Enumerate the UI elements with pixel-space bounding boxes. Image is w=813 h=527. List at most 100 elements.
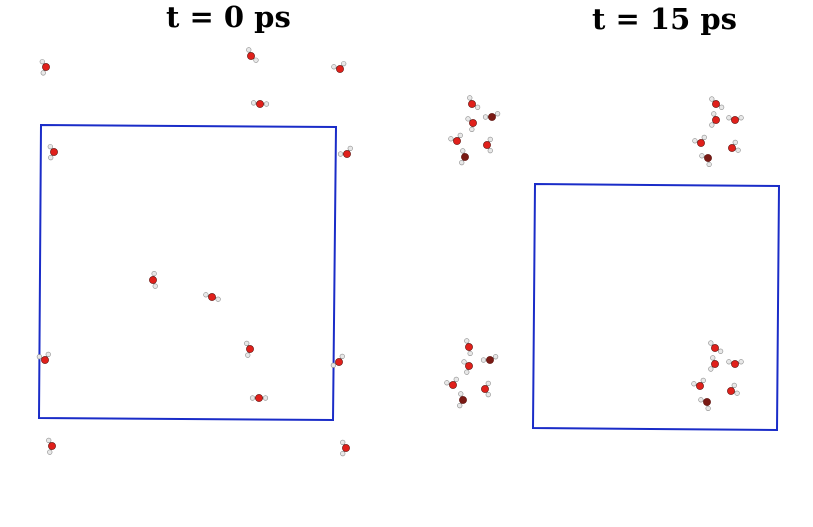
oxygen-atom (342, 444, 350, 452)
hydrogen-atom (215, 296, 221, 302)
oxygen-atom (696, 382, 704, 390)
hydrogen-atom (47, 449, 53, 455)
water-molecule (709, 111, 720, 128)
oxygen-atom (486, 356, 494, 364)
water-molecule (444, 376, 459, 389)
oxygen-atom (711, 360, 719, 368)
oxygen-atom (449, 381, 457, 389)
oxygen-atom (208, 293, 216, 301)
oxygen-atom (336, 65, 344, 73)
water-molecule (482, 111, 501, 121)
hydrogen-atom (700, 377, 706, 383)
water-molecule (331, 61, 347, 73)
hydrogen-atom (710, 355, 716, 361)
oxygen-atom (247, 52, 255, 60)
hydrogen-atom (39, 59, 45, 65)
hydrogen-atom (708, 366, 714, 372)
hydrogen-atom (253, 57, 259, 63)
water-molecule (461, 359, 473, 375)
hydrogen-atom (339, 353, 345, 359)
oxygen-atom (481, 385, 489, 393)
water-molecule (467, 95, 481, 110)
hydrogen-atom (469, 126, 475, 133)
hydrogen-atom (151, 270, 157, 277)
water-molecule (726, 115, 744, 124)
hydrogen-atom (36, 354, 42, 360)
hydrogen-atom (691, 381, 697, 387)
hydrogen-atom (337, 151, 344, 157)
water-molecule (727, 382, 740, 396)
oxygen-atom (50, 148, 58, 156)
hydrogen-atom (711, 111, 717, 117)
hydrogen-atom (709, 96, 715, 102)
oxygen-atom (246, 345, 254, 353)
hydrogen-atom (444, 380, 450, 386)
hydrogen-atom (480, 357, 487, 363)
hydrogen-atom (467, 95, 473, 101)
water-molecule (244, 340, 254, 358)
oxygen-atom (465, 343, 473, 351)
water-molecule (709, 96, 725, 110)
water-molecule (728, 139, 741, 153)
hydrogen-atom (330, 362, 336, 368)
hydrogen-atom (245, 352, 251, 358)
hydrogen-atom (692, 138, 698, 144)
water-molecule (36, 351, 51, 364)
oxygen-atom (727, 387, 735, 395)
hydrogen-atom (340, 451, 346, 457)
water-molecule (465, 116, 477, 133)
hydrogen-atom (453, 376, 459, 382)
hydrogen-atom (731, 382, 737, 388)
hydrogen-atom (263, 101, 270, 107)
oxygen-atom (461, 153, 469, 161)
hydrogen-atom (340, 439, 346, 445)
hydrogen-atom (48, 155, 54, 161)
hydrogen-atom (719, 104, 725, 110)
panel-title-t15: t = 15 ps (592, 2, 737, 36)
oxygen-atom (465, 362, 473, 370)
hydrogen-atom (347, 145, 353, 151)
water-molecule (149, 270, 158, 289)
hydrogen-atom (495, 111, 501, 117)
hydrogen-atom (708, 340, 714, 346)
water-molecule (691, 377, 706, 390)
oxygen-atom (483, 141, 491, 149)
hydrogen-atom (331, 64, 337, 70)
hydrogen-atom (458, 391, 464, 397)
water-molecule (46, 437, 56, 455)
hydrogen-atom (250, 100, 257, 106)
oxygen-atom (731, 116, 739, 124)
oxygen-atom (41, 356, 49, 364)
oxygen-atom (453, 137, 461, 145)
oxygen-atom (42, 63, 50, 71)
hydrogen-atom (726, 359, 732, 365)
hydrogen-atom (457, 132, 463, 138)
oxygen-atom (728, 144, 736, 152)
water-molecule (692, 134, 707, 147)
oxygen-atom (712, 116, 720, 124)
oxygen-atom (697, 139, 705, 147)
water-molecule (699, 153, 712, 168)
water-molecule (337, 145, 353, 158)
hydrogen-atom (46, 437, 52, 443)
hydrogen-atom (465, 116, 471, 122)
hydrogen-atom (485, 392, 491, 398)
water-molecule (250, 100, 270, 108)
oxygen-atom (149, 276, 157, 284)
hydrogen-atom (726, 115, 732, 121)
hydrogen-atom (47, 144, 53, 150)
hydrogen-atom (701, 134, 707, 140)
water-molecule (457, 391, 467, 409)
hydrogen-atom (475, 104, 481, 110)
hydrogen-atom (244, 340, 250, 346)
hydrogen-atom (448, 136, 454, 142)
oxygen-atom (468, 100, 476, 108)
hydrogen-atom (460, 148, 466, 154)
water-molecule (726, 359, 744, 368)
hydrogen-atom (487, 136, 493, 142)
hydrogen-atom (467, 350, 473, 357)
water-molecule (340, 439, 350, 457)
hydrogen-atom (698, 397, 704, 403)
water-molecule (464, 338, 473, 357)
